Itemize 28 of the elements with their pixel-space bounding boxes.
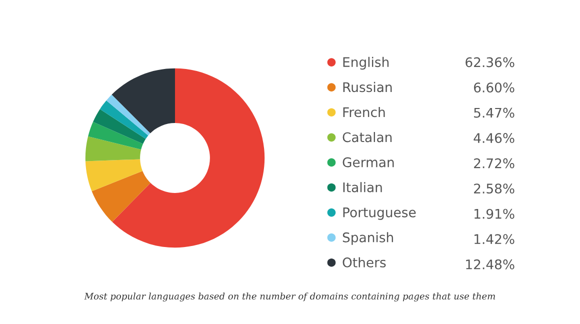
legend-label: Russian bbox=[343, 82, 392, 92]
legend-label: French bbox=[343, 106, 385, 118]
legend-label: Portuguese bbox=[343, 208, 416, 220]
legend-label: German bbox=[342, 157, 394, 168]
data-label: 2.58% bbox=[474, 184, 514, 194]
donut-slice bbox=[85, 136, 142, 162]
data-label: 5.47% bbox=[474, 108, 514, 118]
legend-label: Spanish bbox=[342, 232, 394, 245]
data-label: 62.36% bbox=[466, 57, 514, 68]
data-label: 6.60% bbox=[474, 82, 514, 92]
data-label: 12.48% bbox=[466, 259, 514, 270]
donut-slice bbox=[88, 122, 144, 150]
legend-label: English bbox=[343, 56, 389, 70]
donut-slice bbox=[100, 100, 148, 139]
donut-slice bbox=[112, 68, 175, 134]
data-label: 1.42% bbox=[474, 234, 514, 244]
donut-slice bbox=[106, 94, 150, 136]
donut-slice bbox=[92, 170, 151, 222]
data-label: 1.91% bbox=[474, 208, 514, 219]
legend-label: Others bbox=[342, 257, 386, 268]
text: Most popular languages based on the number of domains containing pages that use them bbox=[84, 292, 496, 302]
legend-label: Catalan bbox=[342, 132, 392, 142]
donut-slice bbox=[93, 109, 146, 144]
donut-slice bbox=[112, 68, 265, 248]
data-label: 4.46% bbox=[474, 133, 514, 144]
data-label: 2.72% bbox=[474, 158, 514, 168]
legend-label: Italian bbox=[343, 182, 382, 192]
donut-slice bbox=[85, 159, 143, 192]
